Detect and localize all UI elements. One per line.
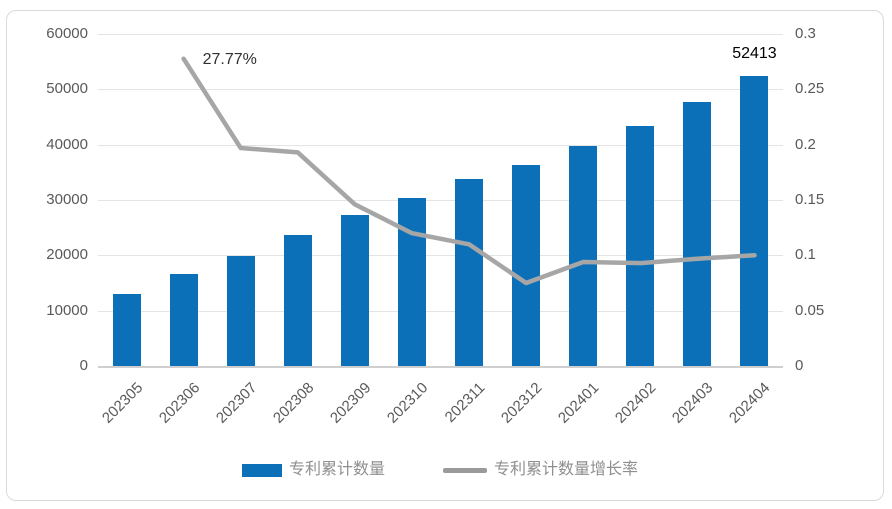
annotation-last-bar-value: 52413 [732, 44, 777, 62]
left-axis-tick-label: 50000 [46, 80, 88, 98]
left-axis-tick-label: 30000 [46, 191, 88, 208]
right-axis-tick-label: 0 [795, 357, 804, 374]
left-axis-tick-label: 10000 [46, 301, 88, 319]
left-axis-tick-label: 20000 [46, 246, 88, 264]
legend-item-bars: 专利累计数量 [242, 461, 385, 479]
bar-202307 [226, 255, 255, 366]
legend-item-line: 专利累计数量增长率 [443, 461, 638, 479]
right-axis-tick-label: 0.15 [795, 191, 825, 208]
gridline [98, 310, 783, 312]
bar-202309 [340, 215, 369, 366]
legend-label-bars: 专利累计数量 [289, 461, 386, 478]
bar-202404 [740, 75, 769, 366]
line-swatch-icon [443, 467, 488, 473]
gridline [98, 200, 783, 201]
legend-label-line: 专利累计数量增长率 [494, 461, 639, 478]
gridline [98, 255, 783, 257]
right-axis-tick-label: 0.2 [795, 135, 816, 153]
gridline [98, 34, 783, 35]
left-axis-tick-label: 60000 [46, 25, 88, 42]
bar-202401 [569, 146, 598, 366]
bar-202305 [112, 294, 141, 366]
left-axis-tick-label: 0 [79, 357, 88, 374]
legend: 专利累计数量 专利累计数量增长率 [242, 461, 638, 479]
right-axis-tick-label: 0.1 [795, 246, 816, 264]
gridline [98, 89, 783, 91]
bar-swatch-icon [242, 463, 282, 477]
bar-202403 [683, 102, 712, 366]
growth-rate-line [181, 56, 757, 286]
right-axis-tick-label: 0.25 [795, 80, 825, 98]
gridline [98, 144, 783, 146]
left-axis-tick-label: 40000 [46, 135, 88, 153]
right-axis-tick-label: 0.3 [795, 25, 816, 42]
bar-202402 [626, 125, 655, 366]
bar-202306 [169, 274, 198, 366]
bar-202308 [283, 234, 312, 366]
annotation-growth-peak: 27.77% [202, 50, 257, 68]
right-axis-tick-label: 0.05 [795, 301, 825, 319]
bar-202312 [512, 164, 541, 366]
x-axis-line [98, 366, 783, 368]
bar-202311 [455, 178, 484, 366]
bar-202310 [397, 197, 426, 366]
